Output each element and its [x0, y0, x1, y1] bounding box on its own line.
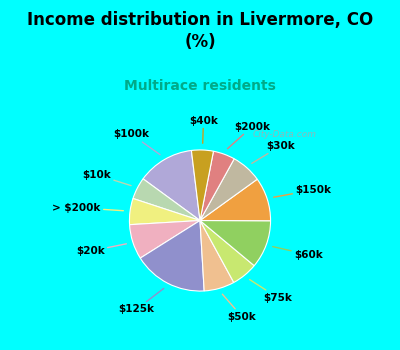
Text: Income distribution in Livermore, CO
(%): Income distribution in Livermore, CO (%)	[27, 10, 373, 51]
Text: City-Data.com: City-Data.com	[252, 130, 316, 139]
Text: $20k: $20k	[76, 244, 126, 256]
Text: $75k: $75k	[250, 280, 292, 303]
Wedge shape	[130, 220, 200, 258]
Wedge shape	[133, 179, 200, 220]
Text: $200k: $200k	[228, 121, 270, 149]
Text: $30k: $30k	[252, 141, 295, 163]
Text: $50k: $50k	[222, 294, 256, 322]
Text: $60k: $60k	[273, 247, 323, 260]
Wedge shape	[200, 179, 270, 221]
Wedge shape	[200, 159, 257, 220]
Text: Multirace residents: Multirace residents	[124, 79, 276, 93]
Text: > $200k: > $200k	[52, 203, 123, 213]
Wedge shape	[140, 220, 204, 291]
Wedge shape	[200, 220, 270, 266]
Text: $100k: $100k	[114, 129, 160, 155]
Wedge shape	[143, 150, 200, 220]
Wedge shape	[200, 220, 234, 291]
Text: $150k: $150k	[274, 185, 331, 197]
Wedge shape	[200, 220, 254, 282]
Text: $125k: $125k	[118, 288, 164, 314]
Wedge shape	[130, 198, 200, 225]
Text: $10k: $10k	[82, 170, 131, 186]
Text: $40k: $40k	[189, 116, 218, 143]
Wedge shape	[192, 150, 214, 220]
Wedge shape	[200, 151, 234, 220]
